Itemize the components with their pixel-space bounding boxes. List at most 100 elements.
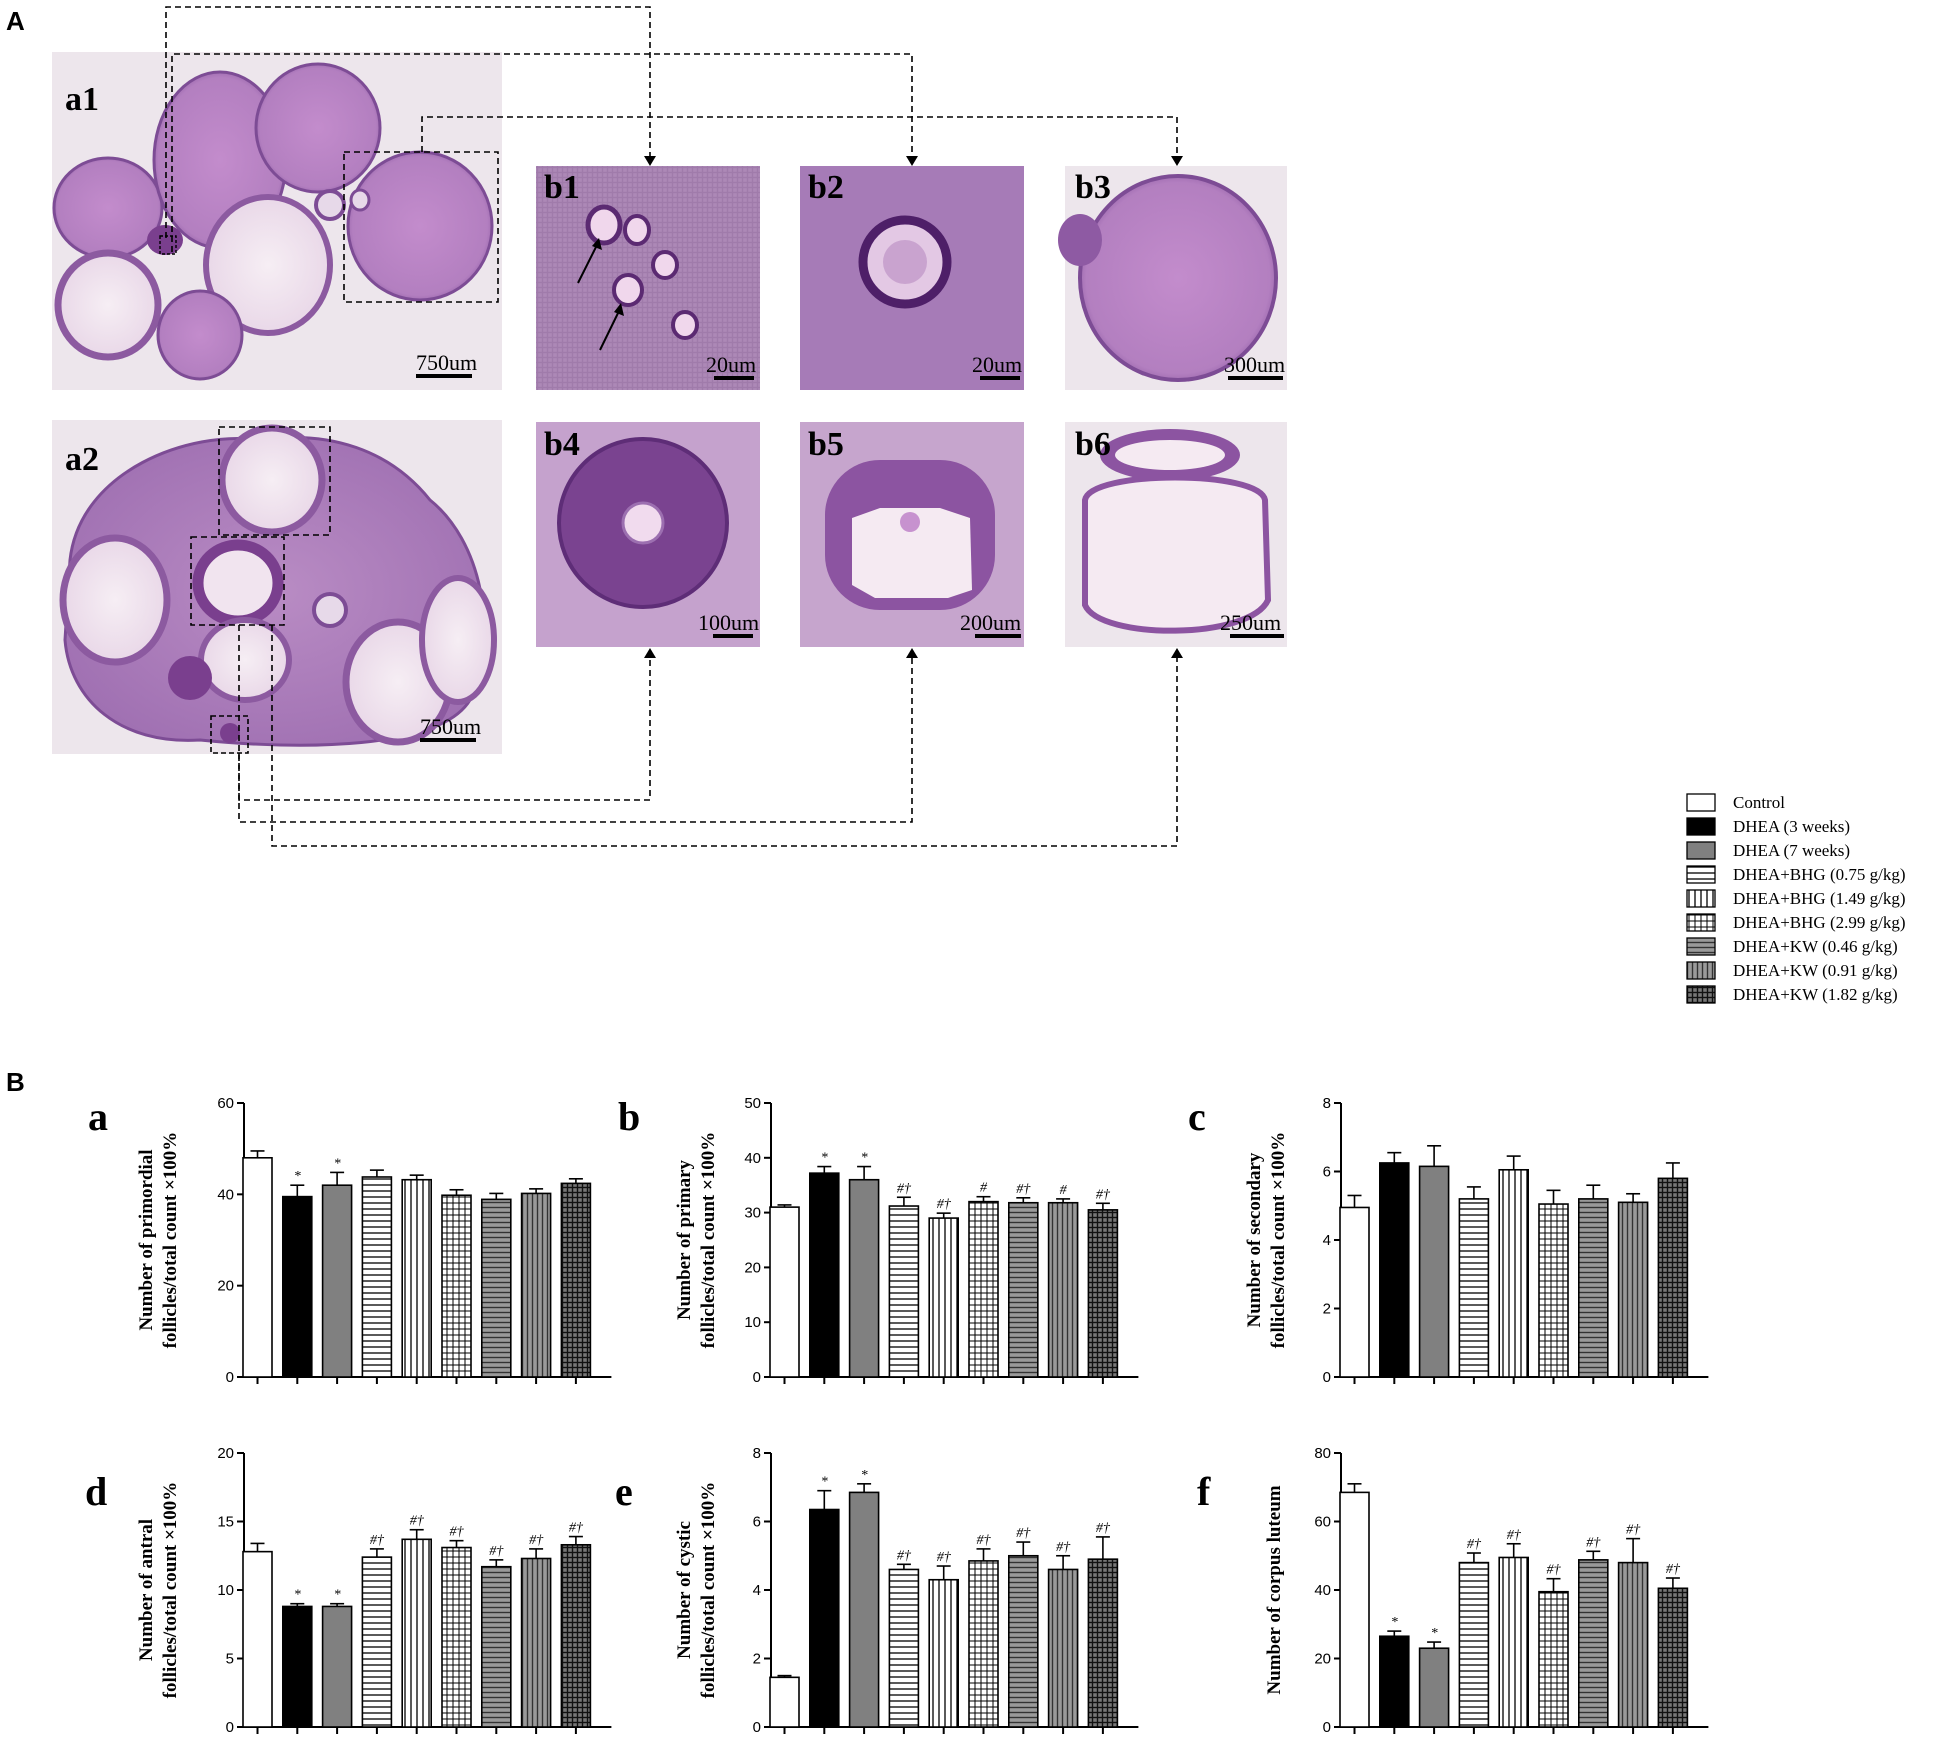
- bar: [808, 1508, 840, 1728]
- bar: [1007, 1201, 1039, 1378]
- bar: [928, 1578, 960, 1728]
- y-tick-label: 0: [753, 1719, 761, 1736]
- y-axis-label: follicles/total count ×100%: [160, 1132, 181, 1349]
- y-axis-label: Number of primordial: [136, 1149, 157, 1330]
- scale-bar-text: 750um: [416, 350, 477, 375]
- bar: [1578, 1559, 1609, 1728]
- bar: [769, 1206, 800, 1378]
- significance-marker: *: [294, 1169, 301, 1184]
- bar: [1458, 1561, 1490, 1728]
- legend-swatch: [1686, 841, 1716, 860]
- y-tick-label: 0: [226, 1719, 234, 1736]
- scale-bar-text: 20um: [972, 352, 1022, 377]
- y-tick-label: 15: [217, 1514, 234, 1531]
- legend: Control DHEA (3 weeks) DHEA (7 weeks) DHEA+…: [1686, 793, 1906, 1004]
- scale-bar-text: 300um: [1224, 352, 1285, 377]
- micrograph-label: a1: [65, 81, 99, 118]
- legend-swatch: [1686, 817, 1716, 836]
- y-tick-label: 4: [753, 1582, 761, 1599]
- bar: [520, 1192, 552, 1378]
- chart-a: a 0 20 40 60 Number of primordial follicles/to…: [88, 1094, 612, 1386]
- bar: [321, 1605, 353, 1728]
- y-tick-label: 20: [744, 1259, 761, 1276]
- micrograph-label: b2: [808, 169, 844, 206]
- bar: [1498, 1168, 1529, 1378]
- significance-marker: *: [861, 1151, 868, 1166]
- bar: [401, 1538, 433, 1728]
- y-axis-label: Number of primary: [674, 1159, 695, 1320]
- bar: [480, 1198, 512, 1378]
- significance-marker: #†: [529, 1533, 544, 1548]
- chart-f: f 0 20 40 60 80 Number of corpus luteum * * #† #† #…: [1197, 1445, 1709, 1736]
- bar: [1617, 1561, 1649, 1728]
- bar: [888, 1205, 920, 1378]
- significance-marker: #†: [1016, 1526, 1031, 1541]
- significance-marker: #†: [489, 1544, 504, 1559]
- chart-letter: c: [1188, 1094, 1206, 1139]
- micrograph-label: b4: [544, 426, 580, 463]
- bar: [968, 1560, 999, 1728]
- bar: [848, 1178, 880, 1378]
- significance-marker: #†: [410, 1514, 425, 1529]
- micrograph-b1: b1 20um: [536, 166, 760, 390]
- significance-marker: #†: [1666, 1562, 1681, 1577]
- significance-marker: #†: [370, 1533, 385, 1548]
- micrograph-a2: a2 750um: [52, 420, 502, 754]
- significance-marker: #†: [897, 1181, 912, 1196]
- legend-label: DHEA+BHG (2.99 g/kg): [1733, 913, 1906, 932]
- y-tick-label: 80: [1314, 1445, 1331, 1462]
- y-axis-label: follicles/total count ×100%: [1268, 1132, 1289, 1349]
- legend-label: DHEA+BHG (1.49 g/kg): [1733, 889, 1906, 908]
- legend-label: DHEA (3 weeks): [1733, 817, 1850, 836]
- bar: [1657, 1177, 1689, 1378]
- legend-swatch: [1686, 889, 1716, 908]
- connector-arrows: [165, 6, 1178, 847]
- micrograph-label: b1: [544, 169, 580, 206]
- significance-marker: #†: [1626, 1523, 1641, 1538]
- bar: [1339, 1206, 1370, 1378]
- significance-marker: #†: [450, 1525, 465, 1540]
- bar: [520, 1557, 552, 1728]
- significance-marker: #†: [937, 1550, 952, 1565]
- y-tick-label: 6: [1323, 1164, 1331, 1181]
- bar: [1657, 1587, 1689, 1728]
- bar: [1087, 1558, 1119, 1728]
- significance-marker: #†: [1547, 1563, 1562, 1578]
- y-tick-label: 0: [1323, 1369, 1331, 1386]
- legend-label: DHEA+KW (1.82 g/kg): [1733, 985, 1898, 1004]
- bar: [888, 1568, 920, 1728]
- bar: [281, 1605, 313, 1728]
- chart-letter: d: [85, 1469, 107, 1514]
- legend-swatch: [1686, 937, 1716, 956]
- bar: [1418, 1165, 1450, 1378]
- scale-bar-text: 250um: [1220, 610, 1281, 635]
- chart-letter: a: [88, 1094, 108, 1139]
- y-tick-label: 50: [744, 1095, 761, 1112]
- micrograph-b2: b2 20um: [800, 166, 1024, 390]
- micrograph-b3: b3 300um: [1058, 166, 1287, 390]
- significance-marker: *: [821, 1475, 828, 1490]
- y-tick-label: 20: [1314, 1651, 1331, 1668]
- y-tick-label: 8: [753, 1445, 761, 1462]
- y-axis-label: Number of antral: [136, 1519, 157, 1661]
- legend-label: DHEA+KW (0.46 g/kg): [1733, 937, 1898, 956]
- chart-d: d 0 5 10 15 20 Number of antral follicles/total…: [85, 1445, 612, 1736]
- significance-marker: #†: [937, 1197, 952, 1212]
- bar: [242, 1550, 273, 1728]
- y-tick-label: 2: [753, 1651, 761, 1668]
- y-axis-label: follicles/total count ×100%: [698, 1132, 719, 1349]
- micrograph-b4: b4 100um: [536, 422, 760, 647]
- significance-marker: #†: [1586, 1535, 1601, 1550]
- y-tick-label: 60: [217, 1095, 234, 1112]
- bar: [321, 1184, 353, 1378]
- y-tick-label: 10: [744, 1314, 761, 1331]
- y-tick-label: 40: [217, 1186, 234, 1203]
- significance-marker: *: [821, 1151, 828, 1166]
- bar: [1578, 1198, 1609, 1378]
- significance-marker: #†: [1096, 1187, 1111, 1202]
- bar: [1379, 1162, 1410, 1378]
- bar: [361, 1176, 393, 1378]
- micrograph-label: b5: [808, 426, 844, 463]
- y-tick-label: 40: [1314, 1582, 1331, 1599]
